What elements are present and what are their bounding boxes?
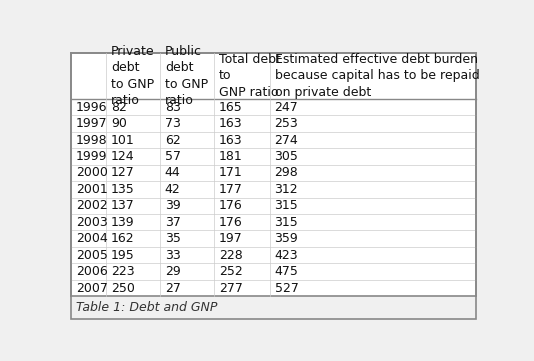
Text: 171: 171 <box>218 166 242 179</box>
Text: 250: 250 <box>111 282 135 295</box>
Text: 62: 62 <box>165 134 180 147</box>
Text: 253: 253 <box>274 117 299 130</box>
Text: 35: 35 <box>165 232 180 245</box>
Text: 57: 57 <box>165 150 181 163</box>
Text: 2005: 2005 <box>76 249 108 262</box>
Text: 82: 82 <box>111 101 127 114</box>
Text: 83: 83 <box>165 101 180 114</box>
Text: 101: 101 <box>111 134 135 147</box>
Text: 2007: 2007 <box>76 282 108 295</box>
Text: 228: 228 <box>218 249 242 262</box>
Text: 124: 124 <box>111 150 135 163</box>
Text: 135: 135 <box>111 183 135 196</box>
Text: 2004: 2004 <box>76 232 108 245</box>
Text: 181: 181 <box>218 150 242 163</box>
Text: 2002: 2002 <box>76 199 108 212</box>
Text: Total debt
to
GNP ratio: Total debt to GNP ratio <box>218 53 280 99</box>
Text: 139: 139 <box>111 216 135 229</box>
Text: 305: 305 <box>274 150 299 163</box>
Text: 39: 39 <box>165 199 180 212</box>
Text: 315: 315 <box>274 199 299 212</box>
Text: 162: 162 <box>111 232 135 245</box>
Text: 137: 137 <box>111 199 135 212</box>
Text: 27: 27 <box>165 282 180 295</box>
Text: 2000: 2000 <box>76 166 108 179</box>
Text: 423: 423 <box>274 249 298 262</box>
Text: 312: 312 <box>274 183 298 196</box>
Text: 37: 37 <box>165 216 180 229</box>
Text: 176: 176 <box>218 199 242 212</box>
Text: 2001: 2001 <box>76 183 108 196</box>
Text: 177: 177 <box>218 183 242 196</box>
Text: 315: 315 <box>274 216 299 229</box>
Text: 195: 195 <box>111 249 135 262</box>
Text: 29: 29 <box>165 265 180 278</box>
Text: 527: 527 <box>274 282 299 295</box>
Text: 1998: 1998 <box>76 134 107 147</box>
Text: 127: 127 <box>111 166 135 179</box>
Text: 73: 73 <box>165 117 180 130</box>
Text: 2003: 2003 <box>76 216 108 229</box>
Text: 2006: 2006 <box>76 265 108 278</box>
Text: 42: 42 <box>165 183 180 196</box>
Text: 223: 223 <box>111 265 135 278</box>
Text: 90: 90 <box>111 117 127 130</box>
Text: 197: 197 <box>218 232 242 245</box>
Text: 1999: 1999 <box>76 150 107 163</box>
Text: 1996: 1996 <box>76 101 107 114</box>
Text: 277: 277 <box>218 282 242 295</box>
Text: 163: 163 <box>218 134 242 147</box>
Text: 163: 163 <box>218 117 242 130</box>
Text: Public
debt
to GNP
ratio: Public debt to GNP ratio <box>165 45 208 107</box>
Text: 33: 33 <box>165 249 180 262</box>
Text: 359: 359 <box>274 232 299 245</box>
Text: 475: 475 <box>274 265 299 278</box>
Text: 298: 298 <box>274 166 299 179</box>
Text: 165: 165 <box>218 101 242 114</box>
Text: Estimated effective debt burden
because capital has to be repaid
on private debt: Estimated effective debt burden because … <box>274 53 479 99</box>
Text: 247: 247 <box>274 101 299 114</box>
Text: Private
debt
to GNP
ratio: Private debt to GNP ratio <box>111 45 155 107</box>
Text: 1997: 1997 <box>76 117 107 130</box>
Text: 44: 44 <box>165 166 180 179</box>
Bar <box>71 53 476 296</box>
Text: Table 1: Debt and GNP: Table 1: Debt and GNP <box>76 301 217 314</box>
Text: 252: 252 <box>218 265 242 278</box>
Text: 176: 176 <box>218 216 242 229</box>
Text: 274: 274 <box>274 134 299 147</box>
